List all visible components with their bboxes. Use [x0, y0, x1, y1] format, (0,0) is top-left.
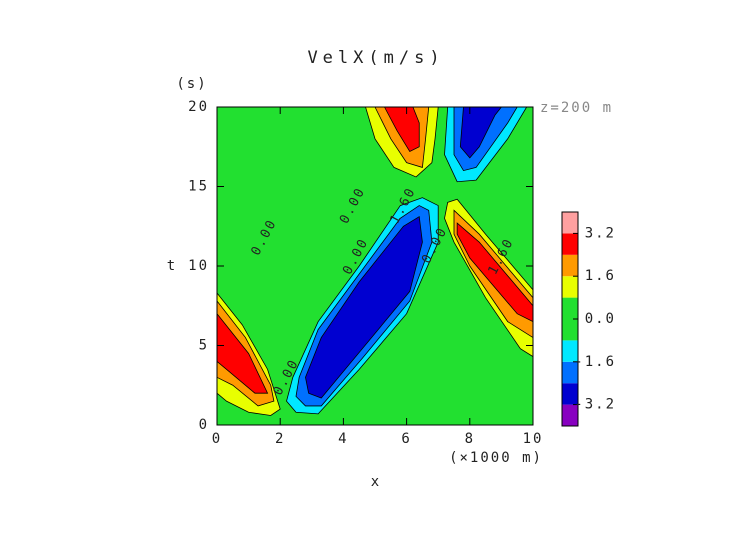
y-tick-label: 10	[188, 258, 209, 274]
x-tick-label: 10	[523, 431, 544, 447]
y-unit: (s)	[176, 76, 207, 92]
annotation: z=200 m	[540, 100, 613, 116]
y-tick-label: 0	[199, 417, 209, 433]
colorbar-band	[562, 340, 578, 362]
y-label: t	[167, 258, 177, 274]
x-tick-label: 6	[401, 431, 411, 447]
colorbar-tick-label: 0.0	[585, 311, 616, 327]
colorbar-tick-label: -1.6	[574, 354, 616, 370]
y-tick-label: 20	[188, 99, 209, 115]
chart-title: VelX(m/s)	[307, 48, 444, 68]
colorbar-band	[562, 276, 578, 298]
y-tick-label: 5	[199, 338, 209, 354]
colorbar-band	[562, 254, 578, 277]
x-tick-label: 4	[338, 431, 348, 447]
x-tick-label: 2	[275, 431, 285, 447]
colorbar-band	[562, 361, 578, 384]
colorbar-band	[562, 319, 578, 341]
colorbar-band	[562, 297, 578, 319]
colorbar-tick-label: 1.6	[585, 268, 616, 284]
contour-region	[305, 216, 423, 399]
contour-region	[456, 222, 534, 323]
colorbar-tick-label: 3.2	[585, 225, 616, 241]
x-unit: (×1000 m)	[449, 450, 543, 466]
colorbar-band	[562, 383, 578, 405]
x-tick-label: 0	[212, 431, 222, 447]
x-tick-label: 8	[465, 431, 475, 447]
colorbar-band	[562, 404, 578, 426]
colorbar-band	[562, 233, 578, 255]
y-tick-label: 15	[188, 179, 209, 195]
colorbar-band	[562, 212, 578, 234]
x-label: x	[371, 474, 381, 490]
colorbar-tick-label: -3.2	[574, 397, 616, 413]
